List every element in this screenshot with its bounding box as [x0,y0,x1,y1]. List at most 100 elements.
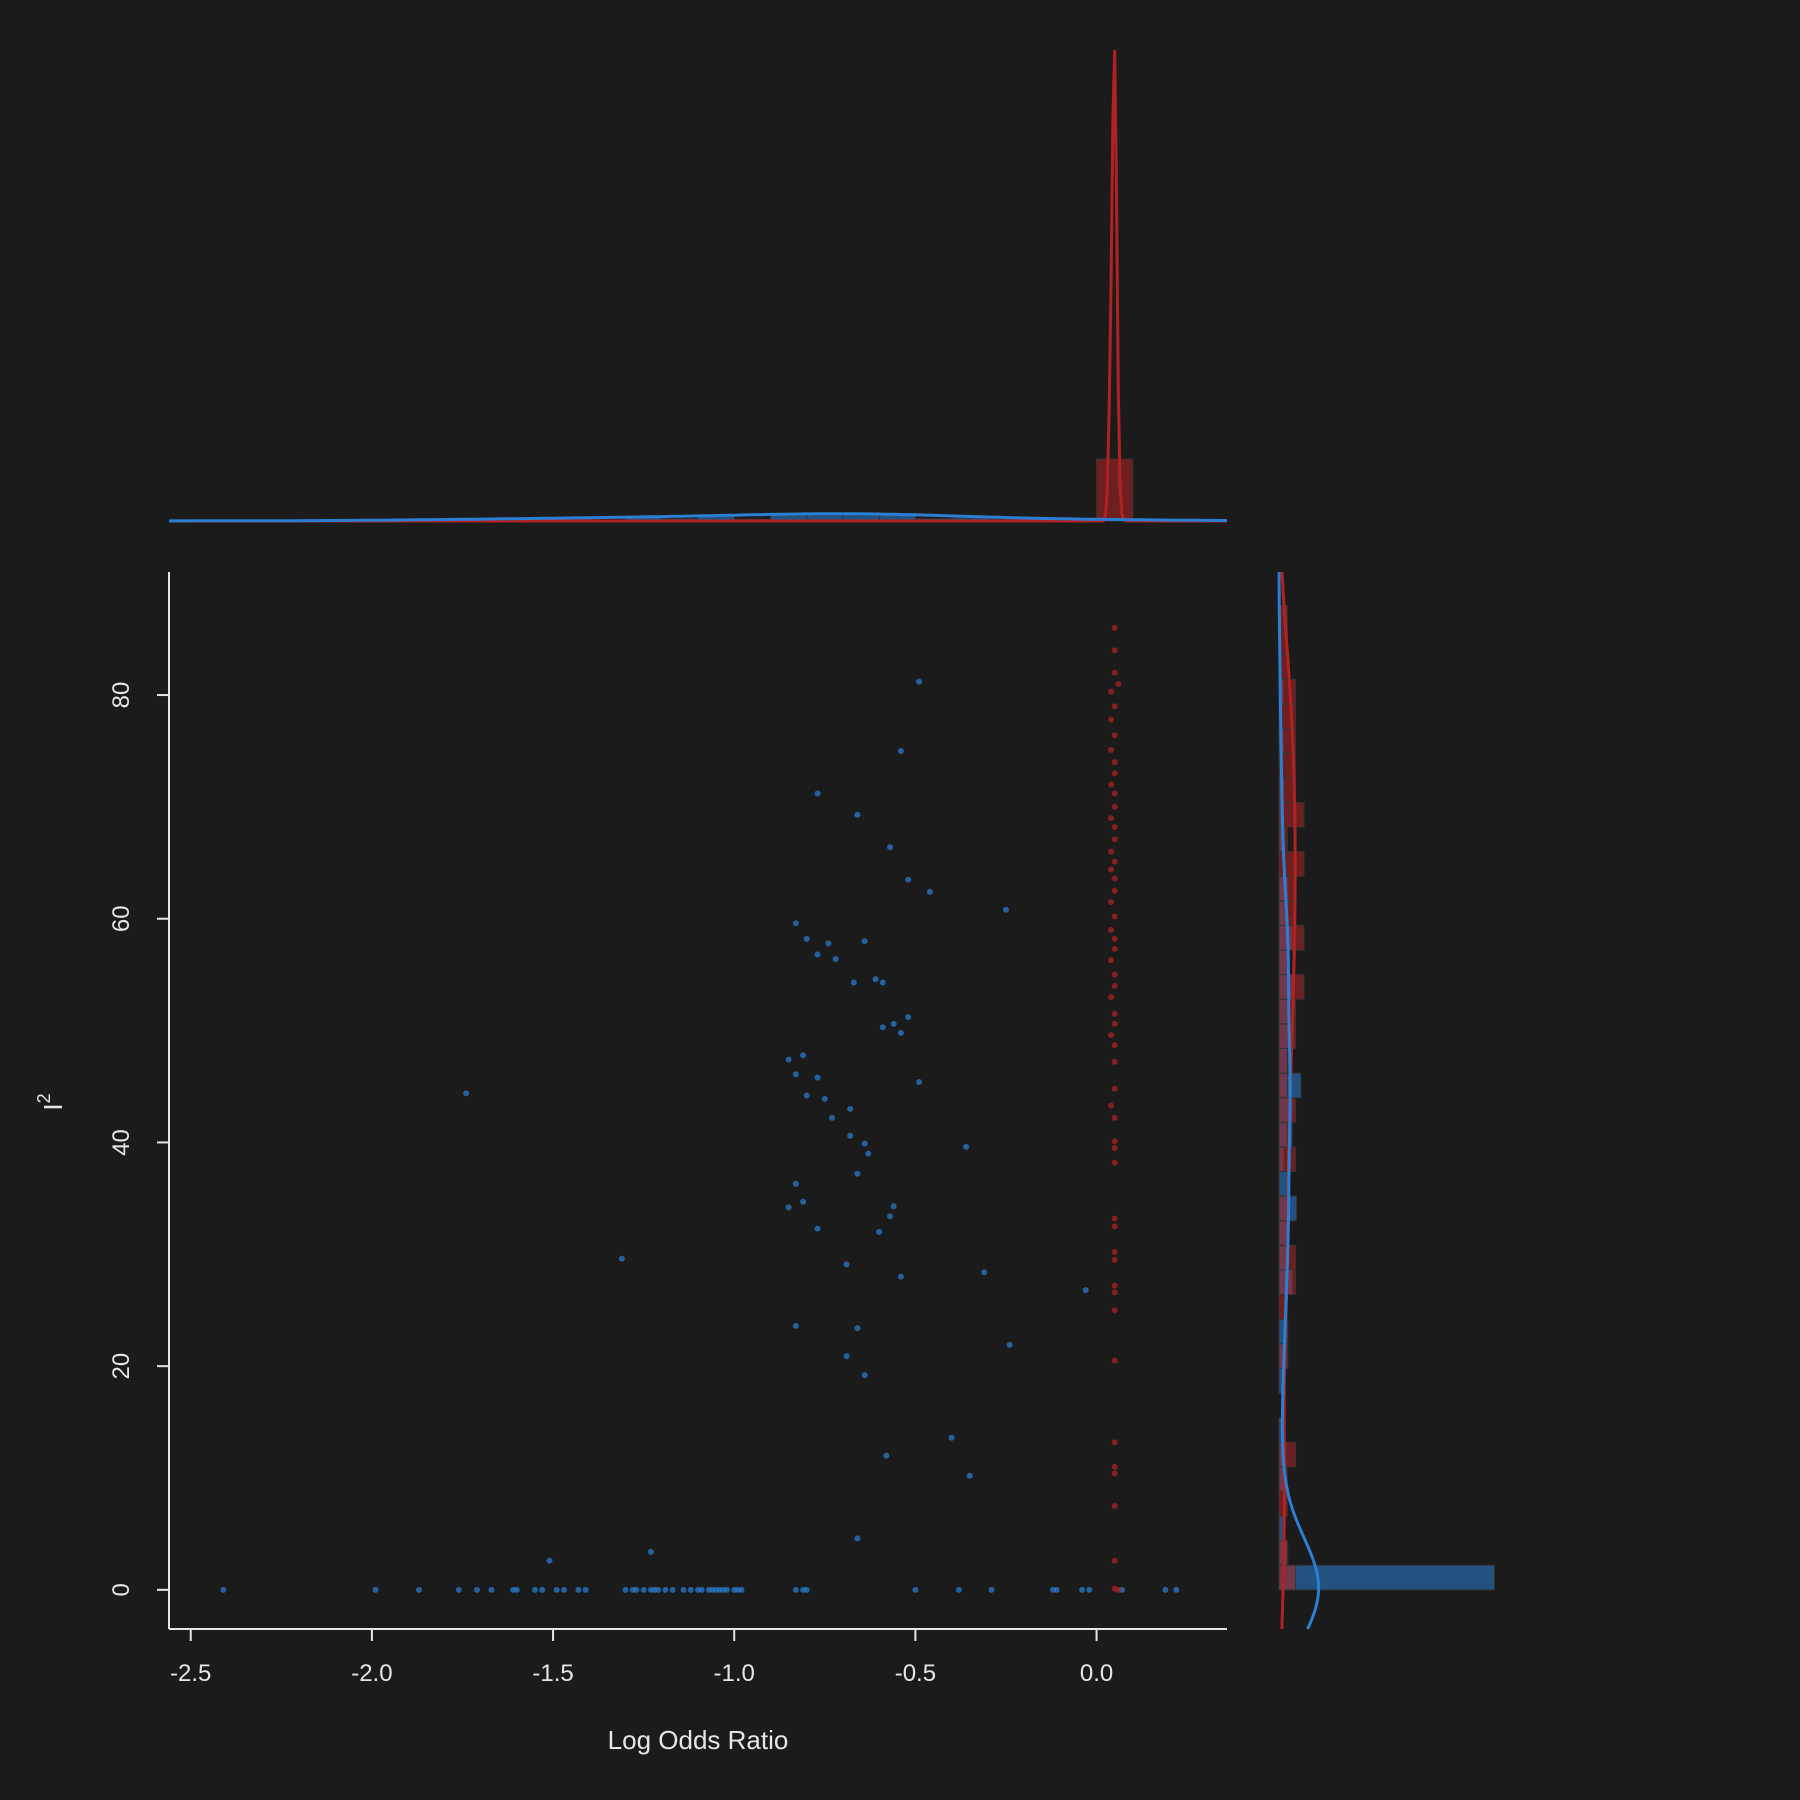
scatter-point-red [1111,624,1118,631]
scatter-point-blue [905,1014,912,1021]
scatter-point-red [1111,1256,1118,1263]
scatter-point-blue [662,1586,669,1593]
scatter-point-blue [955,1586,962,1593]
scatter-point-blue [854,1325,861,1332]
scatter-point-blue [553,1586,560,1593]
scatter-point-blue [966,1472,973,1479]
scatter-point-red [1108,781,1115,788]
scatter-point-red [1111,1470,1118,1477]
scatter-point-blue [785,1056,792,1063]
scatter-point-red [1111,1159,1118,1166]
y-tick-label: 60 [108,905,135,932]
scatter-point-blue [879,1024,886,1031]
scatter-point-red [1111,1145,1118,1152]
scatter-point-blue [633,1586,640,1593]
scatter-point-blue [843,1353,850,1360]
right-histogram-bar [1278,1195,1288,1222]
scatter-point-blue [865,1150,872,1157]
scatter-point-red [1111,982,1118,989]
scatter-point-blue [1086,1586,1093,1593]
top-marginal-histogram [169,49,1227,523]
right-histogram-bar [1278,875,1297,902]
scatter-point-blue [905,876,912,883]
scatter-point-blue [655,1586,662,1593]
scatter-point-red [1108,926,1115,933]
scatter-point-blue [890,1020,897,1027]
right-histogram-bar [1278,1564,1297,1591]
scatter-point-red [1108,957,1115,964]
scatter-point-blue [861,1140,868,1147]
axes [168,572,1227,1630]
scatter-point-blue [887,1213,894,1220]
scatter-point-red [1108,1032,1115,1039]
scatter-point-blue [926,888,933,895]
scatter-point-blue [916,678,923,685]
scatter-point-blue [463,1090,470,1097]
scatter-point-red [1111,1223,1118,1230]
scatter-point-red [1111,1020,1118,1027]
scatter-point-blue [785,1204,792,1211]
top-histogram-bar [1096,458,1134,522]
scatter-point-blue [897,1273,904,1280]
scatter-point-blue [531,1586,538,1593]
scatter-point-red [1111,1282,1118,1289]
scatter-point-red [1111,790,1118,797]
scatter-point-blue [669,1586,676,1593]
scatter-point-blue [916,1079,923,1086]
scatter-point-blue [814,951,821,958]
scatter-point-red [1111,759,1118,766]
scatter-point-blue [546,1557,553,1564]
scatter-point-blue [1162,1586,1169,1593]
scatter-point-blue [988,1586,995,1593]
scatter-point-red [1111,875,1118,882]
scatter-point-blue [800,1052,807,1059]
x-tick-label: -1.5 [532,1660,573,1687]
scatter-point-red [1111,1010,1118,1017]
scatter-point-red [1111,1058,1118,1065]
y-axis-title: I2 [34,1093,68,1110]
right-histogram-bar [1278,1097,1297,1123]
top-density-red [169,49,1227,523]
scatter-point-red [1111,836,1118,843]
scatter-point-blue [1053,1586,1060,1593]
scatter-point-blue [455,1586,462,1593]
scatter-point-blue [850,979,857,986]
x-tick-label: -2.5 [170,1660,211,1687]
scatter-point-blue [575,1586,582,1593]
scatter-point-red [1108,815,1115,822]
right-marginal-histogram [1277,571,1495,1630]
scatter-point-blue [792,1071,799,1078]
scatter-point-blue [1006,1341,1013,1348]
scatter-point-blue [803,1586,810,1593]
y-tick-label: 80 [108,682,135,709]
scatter-point-blue [912,1586,919,1593]
scatter-point-blue [854,1535,861,1542]
scatter-points [220,624,1180,1593]
y-tick-label: 0 [108,1583,135,1596]
scatter-point-red [1108,898,1115,905]
y-ticks: 0 20 40 60 80 [108,682,169,1597]
scatter-point-blue [825,940,832,947]
right-histogram-bar [1278,924,1305,951]
scatter-point-red [1111,887,1118,894]
scatter-point-blue [220,1586,227,1593]
scatter-point-blue [876,1228,883,1235]
scatter-point-blue [814,790,821,797]
scatter-point-red [1111,1215,1118,1222]
scatter-point-red [1111,1085,1118,1092]
scatter-point-blue [513,1586,520,1593]
x-tick-label: 0.0 [1080,1660,1113,1687]
scatter-point-blue [647,1548,654,1555]
scatter-point-blue [792,1322,799,1329]
right-histogram-bar [1278,1121,1288,1148]
scatter-point-red [1115,1586,1122,1593]
scatter-point-red [1111,1557,1118,1564]
scatter-point-blue [832,956,839,963]
scatter-point-blue [1002,906,1009,913]
scatter-point-blue [416,1586,423,1593]
scatter-point-blue [792,1586,799,1593]
right-histogram-bar [1278,1072,1288,1099]
scatter-point-red [1111,945,1118,952]
scatter-point-blue [861,1372,868,1379]
scatter-point-red [1108,688,1115,695]
